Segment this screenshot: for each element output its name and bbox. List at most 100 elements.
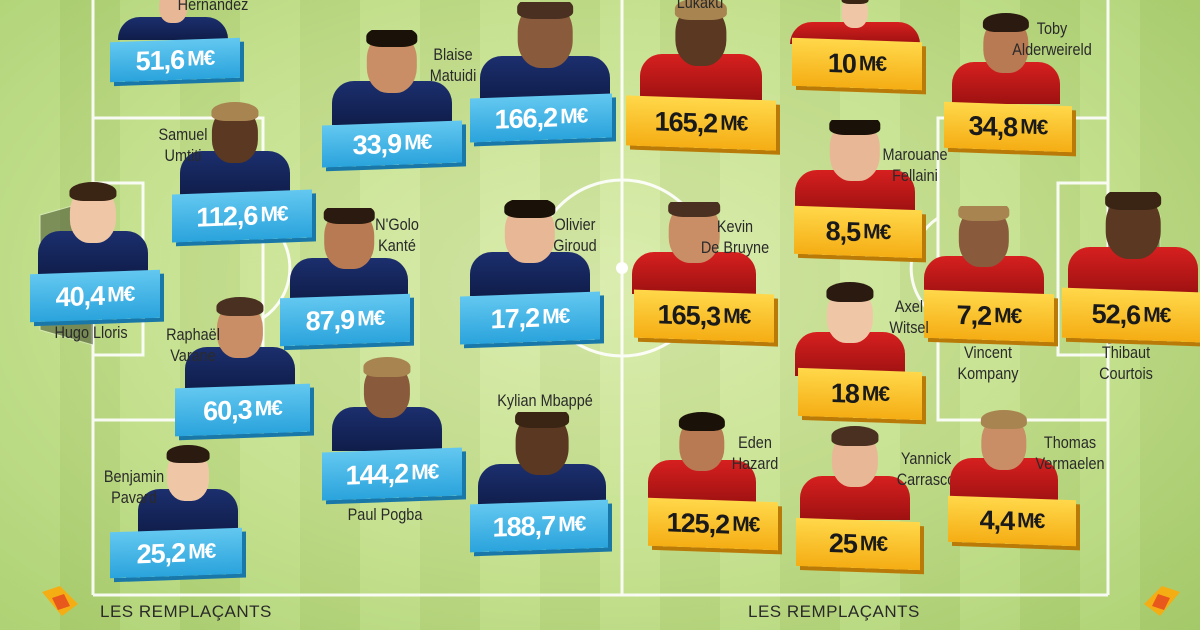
player-name-line: Paul Pogba xyxy=(347,505,423,524)
player-photo-alderweireld xyxy=(952,12,1060,104)
player-name-line: Varane xyxy=(170,346,216,365)
player-photo-varane xyxy=(185,296,295,390)
price-unit: M€ xyxy=(863,220,891,245)
price-value: 7,2 xyxy=(956,299,992,331)
player-name-line: Thibaut xyxy=(1101,343,1151,362)
player-name-line: Witsel xyxy=(889,318,929,337)
price-tag-alderweireld: 34,8 M€ xyxy=(944,101,1072,153)
price-tag-griezmann: 166,2 M€ xyxy=(470,93,612,143)
player-name-line: Hernandez xyxy=(177,0,249,14)
player-photo-kante xyxy=(290,208,408,300)
price-value: 4,4 xyxy=(979,504,1015,536)
player-name-line: Kanté xyxy=(378,236,416,255)
player-name-line: Giroud xyxy=(553,236,597,255)
player-name-debruyne: Kevin De Bruyne xyxy=(697,216,774,258)
player-name-line: Axel xyxy=(894,297,924,316)
player-name-line: Kylian Mbappé xyxy=(497,391,593,410)
price-value: 165,3 xyxy=(657,298,721,332)
price-unit: M€ xyxy=(1020,115,1048,140)
price-unit: M€ xyxy=(542,304,570,329)
player-name-line: Fellaini xyxy=(892,166,938,185)
price-value: 112,6 xyxy=(196,199,258,233)
player-name-fellaini: Marouane Fellaini xyxy=(877,144,954,186)
price-unit: M€ xyxy=(107,282,135,307)
player-name-line: Toby xyxy=(1036,19,1068,38)
player-name-line: Umtiti xyxy=(164,146,202,165)
substitutes-label-right: LES REMPLAÇANTS xyxy=(748,602,920,621)
player-name-line: Kevin xyxy=(716,217,754,236)
player-name-umtiti: Samuel Umtiti xyxy=(136,124,230,166)
player-name-hernandez: Hernandez xyxy=(166,0,260,15)
price-value: 25 xyxy=(828,527,857,559)
player-name-kompany: Vincent Kompany xyxy=(937,342,1039,384)
player-photo-mertens xyxy=(790,0,920,44)
price-tag-courtois: 52,6 M€ xyxy=(1062,287,1200,343)
corner-flag-right-icon xyxy=(1142,584,1180,616)
price-unit: M€ xyxy=(254,396,282,421)
player-name-carrasco: Yannick Carrasco xyxy=(884,448,969,490)
price-tag-pogba: 144,2 M€ xyxy=(322,447,462,501)
player-photo-lloris xyxy=(38,178,148,276)
player-name-line: Kompany xyxy=(957,364,1019,383)
player-name-line: Samuel xyxy=(158,125,208,144)
price-value: 40,4 xyxy=(55,280,105,312)
player-name-line: Matuidi xyxy=(429,66,477,85)
price-value: 165,2 xyxy=(654,105,718,139)
player-name-line: Lukaku xyxy=(676,0,724,12)
price-value: 144,2 xyxy=(345,457,409,491)
player-name-line: Vermaelen xyxy=(1035,454,1105,473)
player-name-line: N'Golo xyxy=(375,215,419,234)
price-tag-pavard: 25,2 M€ xyxy=(110,527,242,579)
price-tag-matuidi: 33,9 M€ xyxy=(322,120,462,168)
player-name-line: Benjamin xyxy=(103,467,165,486)
price-unit: M€ xyxy=(560,104,588,129)
player-photo-mbappe xyxy=(478,412,606,508)
player-photo-giroud xyxy=(470,200,590,296)
price-tag-hazard: 125,2 M€ xyxy=(648,497,778,551)
player-name-line: Hugo Lloris xyxy=(54,323,128,342)
player-name-line: Yannick xyxy=(900,449,952,468)
player-name-pavard: Benjamin Pavard xyxy=(83,466,185,508)
player-name-matuidi: Blaise Matuidi xyxy=(415,44,492,86)
player-photo-hernandez xyxy=(118,0,228,40)
player-photo-kompany xyxy=(924,206,1044,298)
price-tag-fellaini: 8,5 M€ xyxy=(794,205,922,259)
player-name-giroud: Olivier Giroud xyxy=(537,214,614,256)
player-name-mbappe: Kylian Mbappé xyxy=(481,390,609,411)
player-photo-pogba xyxy=(332,355,442,451)
player-photo-pavard xyxy=(138,436,238,534)
price-tag-hernandez: 51,6 M€ xyxy=(110,37,240,83)
price-unit: M€ xyxy=(411,460,439,485)
player-photo-matuidi xyxy=(332,30,452,125)
player-name-line: Hazard xyxy=(731,454,779,473)
price-unit: M€ xyxy=(1143,303,1171,328)
player-name-lukaku: Lukaku xyxy=(666,0,734,13)
player-photo-fellaini xyxy=(795,120,915,212)
price-tag-witsel: 18 M€ xyxy=(798,367,922,421)
player-photo-lukaku xyxy=(640,0,762,100)
player-photo-carrasco xyxy=(800,424,910,520)
corner-flag-left-icon xyxy=(40,584,78,616)
price-unit: M€ xyxy=(859,532,888,557)
player-name-line: Blaise xyxy=(433,45,473,64)
price-value: 25,2 xyxy=(136,537,186,569)
price-unit: M€ xyxy=(858,52,887,77)
price-tag-kante: 87,9 M€ xyxy=(280,293,410,347)
player-name-line: Alderweireld xyxy=(1012,40,1092,59)
price-tag-vermaelen: 4,4 M€ xyxy=(948,495,1076,547)
price-tag-varane: 60,3 M€ xyxy=(175,383,310,437)
player-name-lloris: Hugo Lloris xyxy=(44,322,138,343)
player-photo-courtois xyxy=(1068,192,1198,294)
price-unit: M€ xyxy=(260,202,288,227)
price-value: 10 xyxy=(827,47,856,79)
player-name-vermaelen: Thomas Vermaelen xyxy=(1028,432,1113,474)
player-photo-hazard xyxy=(648,408,756,504)
player-name-line: Thomas xyxy=(1043,433,1097,452)
price-unit: M€ xyxy=(994,304,1022,329)
price-unit: M€ xyxy=(720,111,748,136)
player-photo-umtiti xyxy=(180,98,290,196)
player-name-line: Pavard xyxy=(111,488,157,507)
price-value: 87,9 xyxy=(305,304,355,336)
player-photo-debruyne xyxy=(632,202,756,294)
price-value: 51,6 xyxy=(135,44,185,76)
